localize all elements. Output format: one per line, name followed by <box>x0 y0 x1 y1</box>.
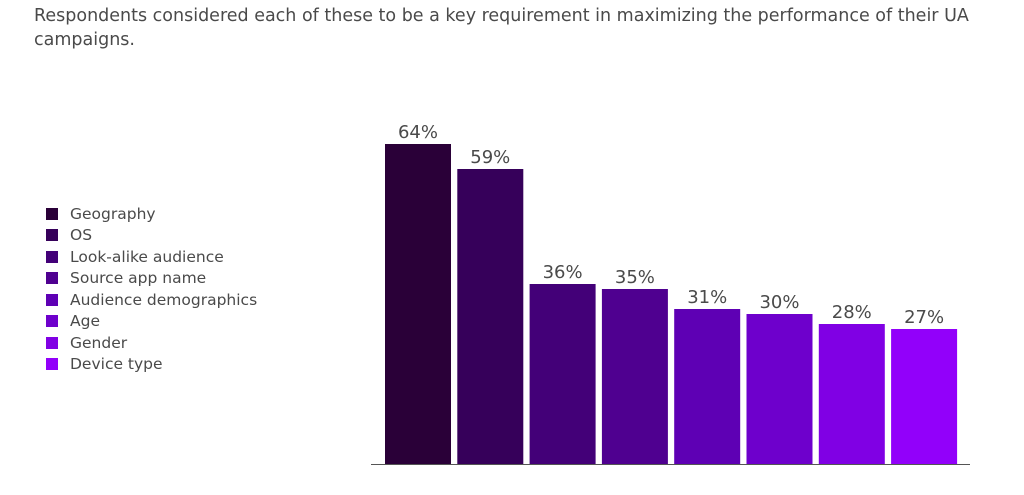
bar <box>746 314 813 464</box>
legend-label: Device type <box>70 355 163 374</box>
legend-swatch <box>46 229 58 242</box>
legend-item: Device type <box>46 354 257 376</box>
data-label: 28% <box>832 302 872 323</box>
bar <box>385 144 451 464</box>
legend-swatch <box>46 358 58 371</box>
data-label: 36% <box>543 262 583 283</box>
legend-label: Look-alike audience <box>70 247 224 266</box>
data-label: 30% <box>759 292 799 313</box>
legend-swatch <box>46 315 58 328</box>
legend-item: Look-alike audience <box>46 246 257 268</box>
legend-label: Geography <box>70 204 156 223</box>
legend-swatch <box>46 336 58 349</box>
legend-item: Age <box>46 311 257 333</box>
data-label: 27% <box>904 307 944 328</box>
bar <box>891 329 958 464</box>
legend-item: Audience demographics <box>46 289 257 311</box>
legend-item: Gender <box>46 332 257 354</box>
legend-item: Source app name <box>46 268 257 290</box>
chart-legend: Geography OS Look-alike audience Source app… <box>46 203 257 375</box>
data-label: 59% <box>470 147 510 168</box>
legend-label: Audience demographics <box>70 290 258 309</box>
data-label: 64% <box>398 122 438 143</box>
bar <box>529 284 596 464</box>
legend-label: Gender <box>70 333 128 352</box>
legend-swatch <box>46 207 58 220</box>
legend-swatch <box>46 250 58 263</box>
chart-subtitle: Respondents considered each of these to … <box>34 6 969 50</box>
legend-item: Geography <box>46 203 257 225</box>
bar <box>457 169 524 464</box>
legend-label: Age <box>70 312 100 331</box>
data-label: 31% <box>687 287 727 308</box>
legend-swatch <box>46 272 58 285</box>
bar <box>818 324 885 464</box>
legend-label: Source app name <box>70 269 207 288</box>
bar <box>601 289 668 464</box>
legend-label: OS <box>70 226 93 245</box>
legend-swatch <box>46 293 58 306</box>
legend-item: OS <box>46 225 257 247</box>
bar <box>674 309 741 464</box>
data-label: 35% <box>615 267 655 288</box>
